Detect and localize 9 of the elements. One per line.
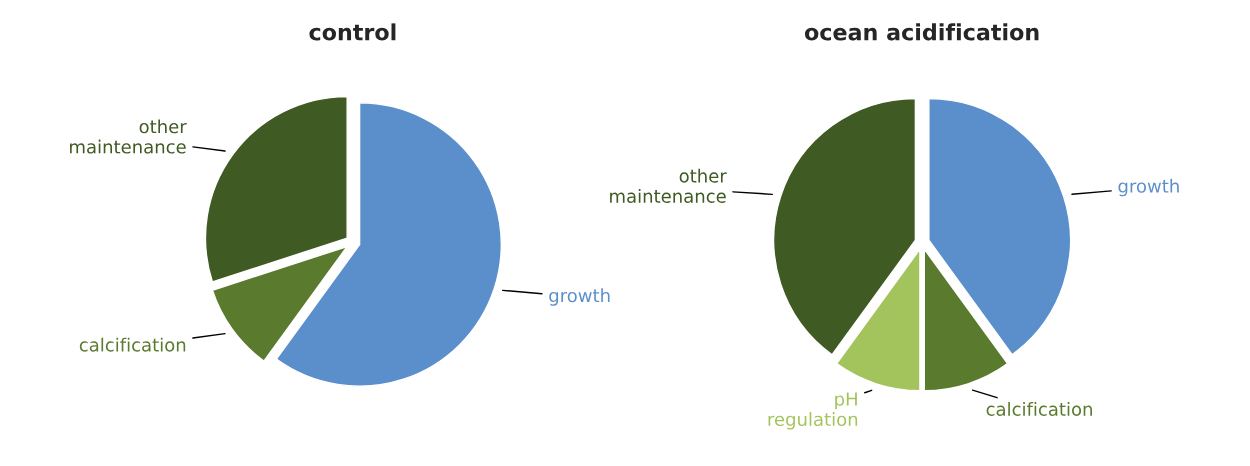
slice-label: other maintenance — [610, 168, 727, 203]
slice-label: pH regulation — [768, 392, 858, 430]
chart-title: control — [309, 23, 396, 41]
slice-label: calcification — [986, 402, 1092, 416]
slice-label: growth — [549, 288, 610, 306]
slice-label: calcification — [79, 337, 186, 352]
slice-label: growth — [1118, 178, 1179, 197]
slice-label: other maintenance — [70, 119, 187, 154]
chart-title: ocean acidification — [804, 23, 1039, 41]
